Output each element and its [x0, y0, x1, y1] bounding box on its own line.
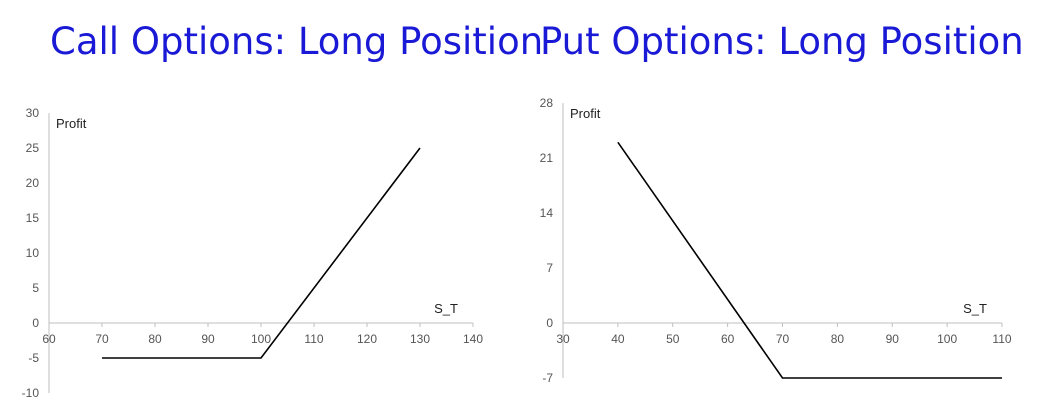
- put-x-tick-label: 110: [992, 332, 1011, 346]
- put-x-tick-label: 70: [776, 332, 790, 346]
- call-y-tick-label: 15: [26, 211, 40, 225]
- put-x-tick-label: 60: [721, 332, 735, 346]
- put-y-tick-label: -7: [542, 371, 553, 385]
- call-y-tick-label: 25: [26, 141, 40, 155]
- put-x-tick-label: 40: [611, 332, 625, 346]
- call-y-tick-label: 10: [26, 246, 40, 260]
- call-x-tick-label: 100: [251, 332, 271, 346]
- put-y-tick-label: 28: [540, 96, 554, 110]
- call-x-tick-label: 80: [148, 332, 162, 346]
- call-y-tick-label: -10: [22, 386, 40, 400]
- call-x-tick-label: 70: [95, 332, 109, 346]
- put-y-tick-label: 21: [540, 151, 554, 165]
- call-chart-title: Call Options: Long Position: [50, 20, 544, 63]
- call-y-tick-label: 0: [32, 316, 39, 330]
- call-x-tick-label: 60: [42, 332, 56, 346]
- call-x-tick-label: 90: [201, 332, 215, 346]
- call-x-tick-label: 140: [463, 332, 483, 346]
- call-x-tick-label: 130: [410, 332, 430, 346]
- put-y-tick-label: 14: [540, 206, 554, 220]
- put-x-tick-label: 80: [831, 332, 845, 346]
- put-y-tick-label: 0: [546, 316, 553, 330]
- call-payoff-line: [102, 147, 421, 359]
- call-x-tick-label: 120: [357, 332, 377, 346]
- call-y-tick-label: -5: [28, 351, 39, 365]
- call-y-axis-label: Profit: [56, 116, 87, 131]
- call-x-tick-label: 110: [304, 332, 323, 346]
- call-y-tick-label: 30: [26, 106, 40, 120]
- call-x-axis-label: S_T: [434, 301, 458, 316]
- put-y-tick-label: 7: [546, 261, 553, 275]
- put-chart-title: Put Options: Long Position: [540, 20, 1024, 63]
- put-payoff-line: [617, 141, 1002, 379]
- put-x-tick-label: 100: [937, 332, 957, 346]
- call-y-tick-label: 5: [32, 281, 39, 295]
- put-x-tick-label: 30: [556, 332, 570, 346]
- call-y-tick-label: 20: [26, 176, 40, 190]
- put-y-axis-label: Profit: [570, 106, 601, 121]
- put-x-tick-label: 90: [886, 332, 900, 346]
- put-x-axis-label: S_T: [963, 301, 987, 316]
- put-x-tick-label: 50: [666, 332, 680, 346]
